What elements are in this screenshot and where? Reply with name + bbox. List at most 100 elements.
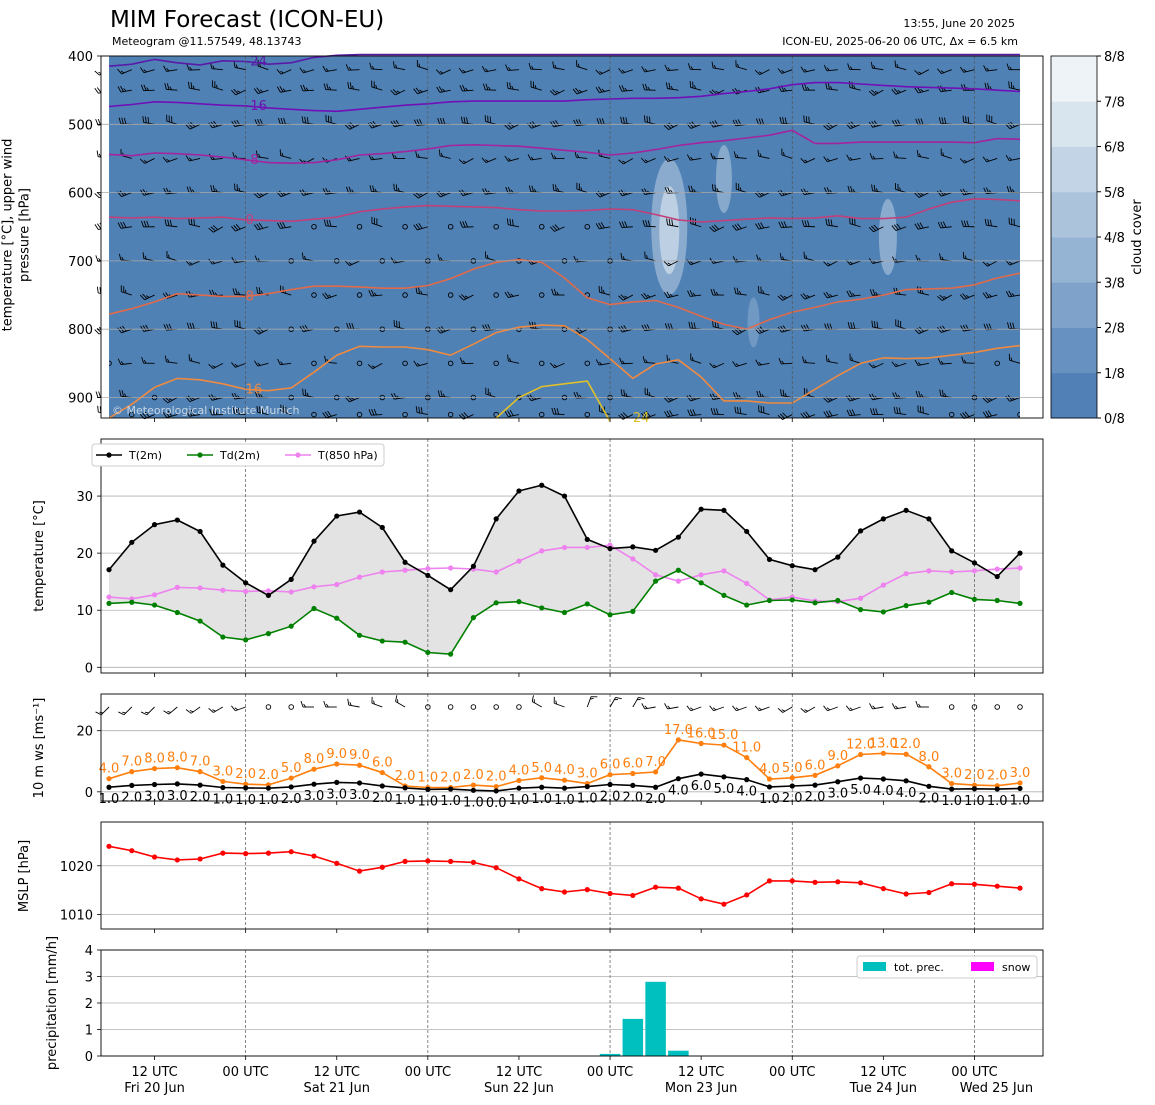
wind-barb-flag <box>551 288 554 295</box>
temperature-point <box>766 556 773 563</box>
wind-barb-flag <box>94 87 99 94</box>
wind-barb-flag <box>323 83 327 90</box>
wind-barb <box>895 293 907 296</box>
wind-barb-flag <box>211 289 215 296</box>
wind-barb-flag <box>231 362 236 368</box>
wind-barb <box>873 226 884 233</box>
wind-barb-flag <box>552 89 558 95</box>
wind-barb-flag <box>918 391 921 398</box>
wind-barb <box>918 69 930 76</box>
wind-barb-flag <box>918 257 921 262</box>
wind-barb-flag <box>618 190 623 197</box>
wind-barb-flag <box>551 407 554 415</box>
wind-barb-flag <box>527 154 532 161</box>
wind-barb-flag <box>914 70 920 76</box>
wind-barb-flag <box>552 225 558 231</box>
wind-barb-flag <box>824 323 828 330</box>
temperature-point <box>926 516 932 522</box>
wind-barb-flag <box>987 82 990 90</box>
wind-barb <box>417 89 428 95</box>
y-tick-label: 1020 <box>60 860 93 875</box>
wind-barb <box>189 260 201 266</box>
gust-point <box>835 763 841 769</box>
wind-barb-flag <box>553 364 558 368</box>
wind-barb <box>485 393 497 398</box>
wind-barb-flag <box>347 395 353 402</box>
temperature-point <box>630 556 636 562</box>
wind-barb <box>713 706 725 712</box>
wind-barb-flag <box>438 190 444 197</box>
wind-barb <box>348 158 360 162</box>
x-tick-label: 00 UTC <box>405 1065 451 1080</box>
wind-barb-flag <box>666 123 672 129</box>
wind-barb <box>440 328 451 334</box>
wind-barb <box>1009 158 1021 161</box>
gust-data-label: 4.0 <box>554 763 575 778</box>
wind-barb-flag <box>598 86 603 93</box>
wind-barb <box>986 69 998 72</box>
wind-barb-flag <box>507 157 512 161</box>
wind-barb-flag <box>462 221 466 228</box>
gust-data-label: 3.0 <box>1010 766 1031 781</box>
wind-barb-flag <box>1009 66 1012 70</box>
wind-barb <box>712 67 724 71</box>
wind-barb-flag <box>711 61 714 69</box>
wind-barb-flag <box>209 289 213 296</box>
y-axis-label: pressure [hPa] <box>18 188 33 282</box>
wind-barb <box>463 294 474 301</box>
wind-barb-flag <box>168 254 170 259</box>
wind-barb <box>690 706 702 712</box>
wind-barb-flag <box>528 185 532 192</box>
wind-barb-flag <box>716 187 719 192</box>
wind-barb-flag <box>1007 122 1013 129</box>
wind-barb <box>509 123 520 130</box>
wind-barb-flag <box>303 703 306 708</box>
wind-barb-flag <box>98 153 102 158</box>
wind-barb <box>918 411 930 416</box>
wind-barb-flag <box>143 84 147 91</box>
temperature-point <box>516 558 522 564</box>
colorbar-segment <box>1051 191 1097 238</box>
wind-barb-flag <box>625 117 628 124</box>
wind-barb <box>485 257 497 262</box>
wind-barb <box>280 69 292 75</box>
isotherm-line <box>495 380 611 422</box>
wind-barb <box>121 69 132 75</box>
wind-barb-flag <box>553 407 557 415</box>
wind-barb-flag <box>214 292 218 296</box>
wind-barb <box>758 155 770 159</box>
wind-barb-flag <box>779 294 786 300</box>
calm-wind-circle <box>311 224 317 230</box>
wind-barb-flag <box>211 408 215 416</box>
wind-barb-flag <box>733 151 737 158</box>
wind-barb <box>371 294 383 297</box>
mean-wind-point <box>653 784 659 790</box>
wind-barb-flag <box>96 286 99 294</box>
wind-barb-flag <box>801 84 805 91</box>
wind-barb-flag <box>163 710 170 715</box>
wind-barb-flag <box>94 329 100 335</box>
wind-barb-flag <box>418 63 421 68</box>
x-date-label: Fri 20 Jun <box>124 1081 185 1096</box>
calm-wind-circle <box>948 411 955 418</box>
wind-barb <box>621 226 633 228</box>
wind-barb-flag <box>621 85 625 92</box>
wind-barb <box>508 360 520 364</box>
wind-barb <box>690 414 702 416</box>
y-axis-label: precipitation [mm/h] <box>45 936 60 1070</box>
wind-barb-flag <box>237 291 241 295</box>
wind-barb-flag <box>419 89 423 93</box>
wind-barb-flag <box>783 295 788 299</box>
wind-barb-flag <box>95 255 99 262</box>
gust-point <box>812 772 818 778</box>
wind-barb-flag <box>920 118 924 125</box>
mean-wind-data-label: 3.0 <box>827 787 848 802</box>
wind-barb <box>895 412 907 416</box>
gust-data-label: 2.0 <box>395 769 416 784</box>
colorbar-tick-label: 3/8 <box>1104 276 1125 291</box>
wind-barb-flag <box>642 83 646 91</box>
y-tick-label: 3 <box>85 971 93 986</box>
calm-wind-circle <box>447 292 454 298</box>
temperature-point <box>857 528 864 534</box>
wind-barb-flag <box>210 321 213 328</box>
